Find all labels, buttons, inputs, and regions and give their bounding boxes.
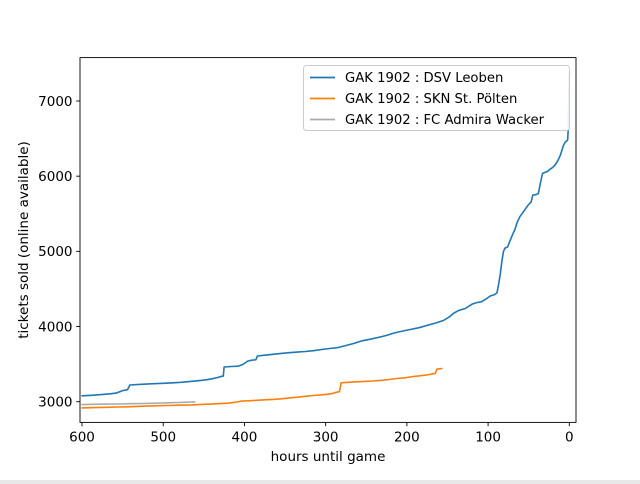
legend-label: GAK 1902 : FC Admira Wacker	[345, 113, 545, 128]
legend-entry: GAK 1902 : DSV Leoben	[310, 71, 503, 86]
x-axis-label: hours until game	[271, 449, 386, 465]
y-tick-label: 5000	[38, 244, 72, 260]
x-tick-label: 100	[475, 430, 501, 446]
legend-entry: GAK 1902 : FC Admira Wacker	[310, 113, 545, 128]
y-tick-label: 3000	[38, 395, 72, 411]
series-line-skn-st-poelten	[81, 367, 443, 409]
x-tick-label: 300	[313, 430, 339, 446]
y-axis: 3000 4000 5000 6000 7000	[38, 94, 80, 411]
legend-label: GAK 1902 : SKN St. Pölten	[345, 92, 517, 107]
x-tick-label: 200	[394, 430, 420, 446]
x-tick-label: 400	[232, 430, 258, 446]
x-tick-label: 500	[150, 430, 176, 446]
legend-box	[303, 65, 570, 131]
series-line-dsv-leoben	[81, 72, 571, 397]
y-tick-label: 4000	[38, 319, 72, 335]
legend: GAK 1902 : DSV Leoben GAK 1902 : SKN St.…	[303, 65, 570, 131]
y-axis-label: tickets sold (online available)	[16, 141, 32, 339]
legend-label: GAK 1902 : DSV Leoben	[345, 71, 503, 86]
y-tick-label: 7000	[38, 94, 72, 110]
x-tick-label: 600	[69, 430, 95, 446]
x-tick-label: 0	[565, 430, 574, 446]
x-axis: 600 500 400 300 200 100 0	[69, 422, 574, 446]
legend-entry: GAK 1902 : SKN St. Pölten	[310, 92, 517, 107]
series-group	[81, 72, 571, 409]
series-line-fc-admira-wacker	[81, 401, 196, 406]
y-tick-label: 6000	[38, 169, 72, 185]
